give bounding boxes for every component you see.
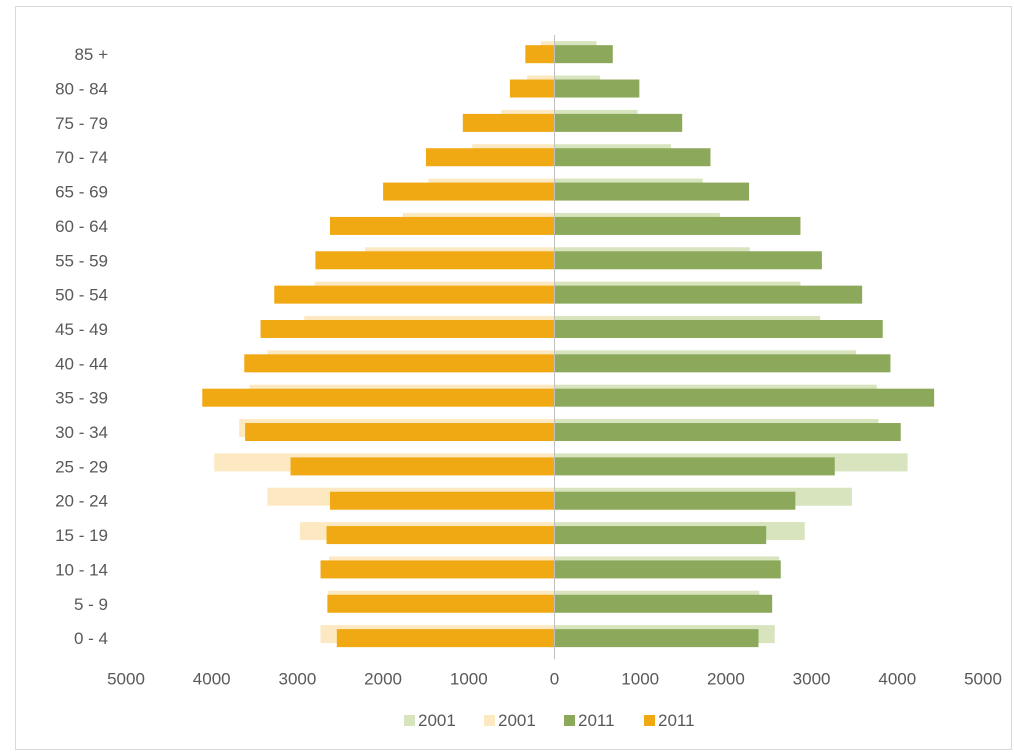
y-tick-label: 60 - 64 bbox=[55, 217, 108, 236]
bar-2011-left-60-64 bbox=[329, 216, 555, 235]
legend-swatch-2011-left bbox=[644, 715, 655, 726]
y-tick-label: 50 - 54 bbox=[55, 286, 108, 305]
bar-2011-left-30-34 bbox=[245, 423, 555, 442]
y-tick-label: 5 - 9 bbox=[74, 595, 108, 614]
bar-2011-right-25-29 bbox=[554, 457, 835, 476]
y-tick-label: 20 - 24 bbox=[55, 492, 108, 511]
bar-2011-left-10-14 bbox=[320, 560, 555, 579]
y-tick-label: 80 - 84 bbox=[55, 80, 108, 99]
bar-2011-right-50-54 bbox=[554, 285, 863, 304]
bar-2011-left-50-54 bbox=[274, 285, 555, 304]
y-axis-labels: 0 - 4 5 - 9 10 - 14 15 - 19 20 - 24 25 - 29 30… bbox=[55, 45, 108, 648]
bar-2011-left-55-59 bbox=[315, 251, 555, 270]
y-tick-label: 30 - 34 bbox=[55, 423, 108, 442]
y-tick-label: 85 + bbox=[74, 45, 108, 64]
x-axis-labels: 5000 4000 3000 2000 1000 0 1000 2000 3000 4000 500… bbox=[107, 669, 1002, 688]
bar-2011-left-65-69 bbox=[383, 182, 555, 201]
x-tick-label: 4000 bbox=[878, 669, 916, 688]
y-tick-label: 65 - 69 bbox=[55, 183, 108, 202]
bar-2011-right-40-44 bbox=[554, 354, 891, 373]
bar-2011-left-5-9 bbox=[327, 594, 555, 613]
bar-2011-right-0-4 bbox=[554, 629, 759, 648]
x-tick-label: 4000 bbox=[193, 669, 231, 688]
bar-2011-left-70-74 bbox=[425, 148, 555, 167]
bar-2011-left-75-79 bbox=[462, 113, 555, 132]
legend-swatch-2011-right bbox=[564, 715, 575, 726]
population-pyramid-chart: 0 - 4 5 - 9 10 - 14 15 - 19 20 - 24 25 - 29 30… bbox=[55, 35, 1002, 730]
y-tick-label: 55 - 59 bbox=[55, 251, 108, 270]
x-tick-label: 3000 bbox=[793, 669, 831, 688]
bar-2011-right-60-64 bbox=[554, 216, 801, 235]
bar-2011-right-65-69 bbox=[554, 182, 750, 201]
chart-frame: 0 - 4 5 - 9 10 - 14 15 - 19 20 - 24 25 - 29 30… bbox=[15, 6, 1012, 750]
legend-label: 2001 bbox=[498, 711, 536, 730]
legend-label: 2011 bbox=[578, 711, 615, 730]
bar-2011-right-20-24 bbox=[554, 491, 796, 510]
bar-2011-left-85- bbox=[525, 45, 555, 64]
legend: 2001 2001 2011 2011 bbox=[404, 711, 695, 730]
bar-2011-left-40-44 bbox=[244, 354, 555, 373]
bar-2011-right-80-84 bbox=[554, 79, 640, 98]
legend-label: 2011 bbox=[658, 711, 695, 730]
bar-2011-left-35-39 bbox=[202, 388, 555, 407]
bar-2011-left-25-29 bbox=[290, 457, 555, 476]
y-tick-label: 40 - 44 bbox=[55, 354, 108, 373]
x-tick-label: 1000 bbox=[450, 669, 488, 688]
bars-layer bbox=[202, 41, 935, 648]
x-tick-label: 0 bbox=[550, 669, 559, 688]
bar-2011-left-80-84 bbox=[509, 79, 555, 98]
x-tick-label: 5000 bbox=[107, 669, 145, 688]
bar-2011-left-0-4 bbox=[336, 629, 555, 648]
bar-2011-right-15-19 bbox=[554, 526, 767, 545]
y-tick-label: 75 - 79 bbox=[55, 114, 108, 133]
bar-2011-right-55-59 bbox=[554, 251, 822, 270]
bar-2011-right-75-79 bbox=[554, 113, 683, 132]
bar-2011-right-35-39 bbox=[554, 388, 935, 407]
x-tick-label: 2000 bbox=[364, 669, 402, 688]
y-tick-label: 15 - 19 bbox=[55, 526, 108, 545]
bar-2011-right-85- bbox=[554, 45, 613, 64]
y-tick-label: 0 - 4 bbox=[74, 629, 108, 648]
bar-2011-left-45-49 bbox=[260, 319, 555, 338]
bar-2011-right-5-9 bbox=[554, 594, 773, 613]
legend-swatch-2001-right bbox=[404, 715, 415, 726]
y-tick-label: 35 - 39 bbox=[55, 389, 108, 408]
bar-2011-right-70-74 bbox=[554, 148, 711, 167]
bar-2011-left-20-24 bbox=[329, 491, 555, 510]
x-tick-label: 5000 bbox=[964, 669, 1002, 688]
bar-2011-right-10-14 bbox=[554, 560, 781, 579]
x-tick-label: 2000 bbox=[707, 669, 745, 688]
legend-label: 2001 bbox=[418, 711, 456, 730]
y-tick-label: 10 - 14 bbox=[55, 560, 108, 579]
legend-swatch-2001-left bbox=[484, 715, 495, 726]
y-tick-label: 70 - 74 bbox=[55, 148, 108, 167]
y-tick-label: 45 - 49 bbox=[55, 320, 108, 339]
bar-2011-right-45-49 bbox=[554, 319, 883, 338]
x-tick-label: 3000 bbox=[278, 669, 316, 688]
x-tick-label: 1000 bbox=[621, 669, 659, 688]
y-tick-label: 25 - 29 bbox=[55, 457, 108, 476]
bar-2011-right-30-34 bbox=[554, 423, 901, 442]
bar-2011-left-15-19 bbox=[326, 526, 555, 545]
